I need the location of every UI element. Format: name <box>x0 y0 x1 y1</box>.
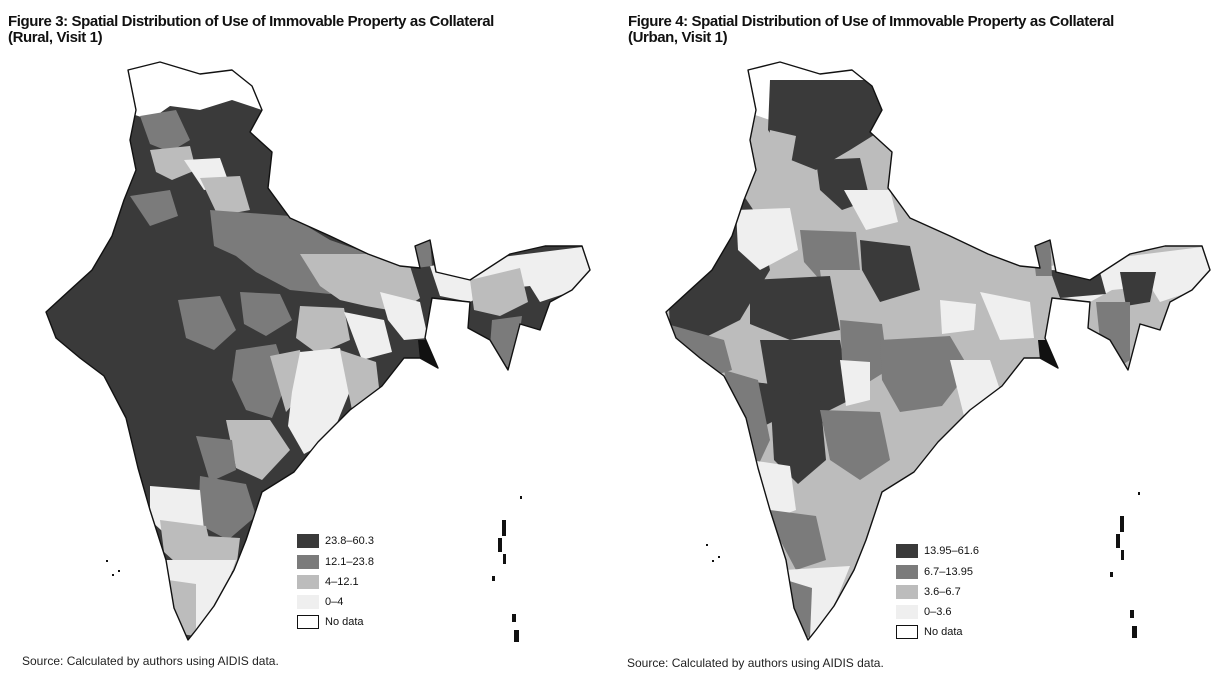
legend-swatch <box>896 544 918 558</box>
lakshadweep-islands <box>706 544 720 562</box>
andaman-islands <box>492 496 522 642</box>
legend-label: 23.8–60.3 <box>325 535 374 547</box>
region-class2 <box>178 296 236 350</box>
region-class2 <box>800 230 860 280</box>
region-class3 <box>150 146 196 180</box>
figure-3-panel: Figure 3: Spatial Distribution of Use of… <box>0 0 600 680</box>
legend-swatch <box>297 575 319 589</box>
india-outline <box>665 61 1211 641</box>
region-class4 <box>980 292 1034 340</box>
figure-4-title: Figure 4: Spatial Distribution of Use of… <box>628 14 1218 46</box>
region-class4 <box>950 360 1000 416</box>
region-class4 <box>844 190 898 230</box>
region-class2 <box>770 510 826 570</box>
region-class2 <box>666 322 732 380</box>
lakshadweep-islands <box>106 560 120 576</box>
region-class2 <box>240 292 292 336</box>
region-class2 <box>196 436 236 482</box>
legend-label: 13.95–61.6 <box>924 545 980 557</box>
region-class4 <box>344 312 392 360</box>
region-class3 <box>160 520 214 570</box>
legend-label: 4–12.1 <box>325 576 359 588</box>
region-class4 <box>750 460 796 520</box>
region-class2 <box>1096 302 1130 370</box>
figure-3-title: Figure 3: Spatial Distribution of Use of… <box>8 14 598 46</box>
region-class2 <box>880 336 970 412</box>
legend-label: No data <box>325 616 364 628</box>
legend-swatch <box>896 585 918 599</box>
legend-swatch <box>896 605 918 619</box>
figure-4-title-line1: Figure 4: Spatial Distribution of Use of… <box>628 13 1114 30</box>
region-class3 <box>200 176 250 216</box>
region-class1 <box>768 80 882 170</box>
legend-swatch <box>896 565 918 579</box>
andaman-islands <box>1110 492 1140 638</box>
region-class4 <box>840 360 870 406</box>
region-class1 <box>1120 272 1156 306</box>
figure-4-title-line2: (Urban, Visit 1) <box>628 29 728 46</box>
region-class4 <box>940 300 976 334</box>
figure-4-legend: 13.95–61.6 6.7–13.95 3.6–6.7 0–3.6 No da… <box>896 544 1016 644</box>
figure-3-title-line1: Figure 3: Spatial Distribution of Use of… <box>8 13 494 30</box>
region-class2 <box>786 580 812 638</box>
legend-swatch <box>297 615 319 629</box>
figure-4-source: Source: Calculated by authors using AIDI… <box>627 656 884 670</box>
region-class2 <box>130 190 178 226</box>
region-class4 <box>380 292 428 340</box>
region-class3 <box>470 268 528 316</box>
region-class2 <box>198 476 256 540</box>
region-class2 <box>820 410 890 480</box>
legend-label: 0–3.6 <box>924 606 952 618</box>
figure-3-source: Source: Calculated by authors using AIDI… <box>22 654 279 668</box>
region-class1 <box>860 240 920 302</box>
india-map-urban <box>665 61 1211 641</box>
legend-label: 12.1–23.8 <box>325 556 374 568</box>
region-class4 <box>736 208 798 270</box>
region-class2 <box>140 110 190 152</box>
region-class2 <box>490 316 522 370</box>
region-class1 <box>750 276 840 340</box>
region-class3 <box>168 580 196 636</box>
region-class4 <box>288 348 352 454</box>
figure-3-title-line2: (Rural, Visit 1) <box>8 29 103 46</box>
india-outline <box>45 61 591 641</box>
legend-label: 0–4 <box>325 596 344 608</box>
legend-label: 3.6–6.7 <box>924 586 961 598</box>
region-nodata <box>110 62 270 120</box>
figure-3-legend: 23.8–60.3 12.1–23.8 4–12.1 0–4 No data <box>297 534 417 634</box>
region-class3 <box>766 130 796 170</box>
legend-swatch <box>896 625 918 639</box>
legend-swatch <box>297 595 319 609</box>
legend-swatch <box>297 555 319 569</box>
legend-label: No data <box>924 626 963 638</box>
legend-label: 6.7–13.95 <box>924 566 973 578</box>
region-class1 <box>770 390 826 484</box>
region-class3 <box>226 420 290 480</box>
figure-4-panel: Figure 4: Spatial Distribution of Use of… <box>620 0 1219 680</box>
region-class3 <box>296 306 350 354</box>
legend-swatch <box>297 534 319 548</box>
